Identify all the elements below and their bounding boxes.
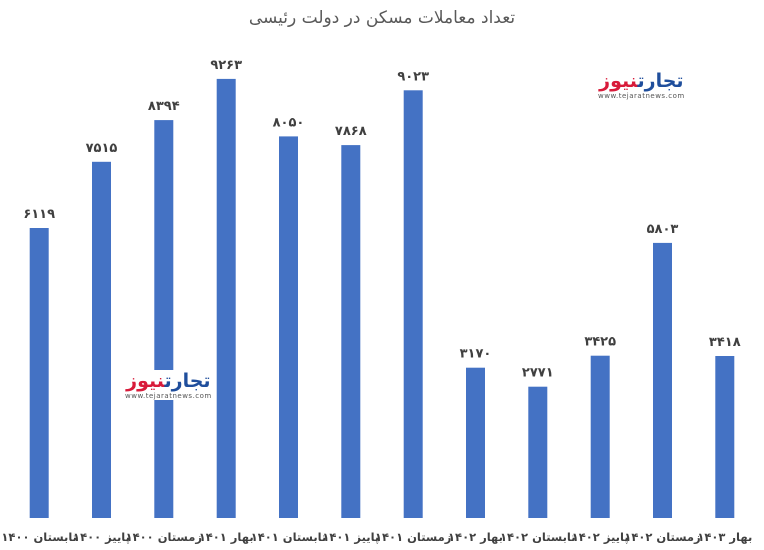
bar-value-label: ۹۲۶۳ — [210, 58, 242, 73]
bar — [715, 356, 735, 518]
watermark-url: www.tejaratnews.com — [598, 92, 685, 100]
bar — [341, 145, 361, 518]
category-label: زمستان ۱۴۰۱ — [375, 530, 451, 544]
watermark-name: تجارتنیوز — [599, 70, 684, 92]
bar — [92, 161, 111, 519]
category-label: بهار ۱۴۰۲ — [448, 530, 503, 544]
bar-value-label: ۲۷۷۱ — [522, 366, 554, 381]
category-label: پاییز ۱۴۰۱ — [322, 530, 379, 544]
category-label: پاییز ۱۴۰۰ — [73, 530, 130, 544]
category-label: تابستان ۱۴۰۰ — [1, 530, 77, 544]
chart-title: تعداد معاملات مسکن در دولت رئیسی — [248, 8, 516, 28]
watermark-name: تجارتنیوز — [126, 370, 211, 392]
bar-value-label: ۸۰۵۰ — [273, 115, 305, 130]
category-label: بهار ۱۴۰۳ — [697, 530, 752, 544]
category-label: زمستان ۱۴۰۰ — [126, 530, 202, 544]
bar-value-label: ۳۴۱۸ — [709, 335, 741, 350]
bar-value-label: ۹۰۲۳ — [397, 69, 429, 84]
bar-value-label: ۶۱۱۹ — [23, 207, 55, 222]
bar-value-label: ۳۱۷۰ — [460, 347, 492, 362]
bar-value-label: ۵۸۰۳ — [647, 222, 679, 237]
bar-value-label: ۷۵۱۵ — [86, 141, 118, 156]
watermark-logo-middle: تجارتنیوز www.tejaratnews.com — [125, 370, 212, 400]
bar — [29, 228, 49, 518]
category-label: تابستان ۱۴۰۲ — [500, 530, 576, 544]
bar-value-label: ۷۸۶۸ — [335, 124, 367, 139]
category-label: زمستان ۱۴۰۲ — [624, 530, 700, 544]
bar — [590, 355, 610, 518]
watermark-url: www.tejaratnews.com — [125, 392, 212, 400]
bar — [279, 136, 298, 518]
category-label: پاییز ۱۴۰۲ — [572, 530, 629, 544]
bar — [403, 90, 423, 519]
bar — [466, 367, 485, 518]
bar — [528, 386, 548, 518]
category-label: تابستان ۱۴۰۱ — [251, 530, 327, 544]
bar-value-label: ۸۳۹۴ — [148, 99, 180, 114]
bar-value-label: ۳۴۲۵ — [584, 335, 616, 350]
category-label: بهار ۱۴۰۱ — [199, 530, 254, 544]
bar — [653, 242, 672, 518]
bar — [216, 78, 236, 519]
bar — [154, 120, 174, 518]
watermark-logo-top: تجارتنیوز www.tejaratnews.com — [598, 70, 685, 100]
